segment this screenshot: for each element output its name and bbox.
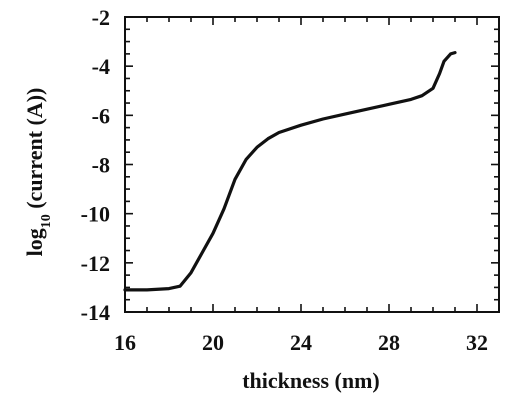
y-tick-label: -4 <box>92 54 110 79</box>
series-line <box>123 50 457 292</box>
y-tick-label: -12 <box>81 251 110 276</box>
x-tick-label: 32 <box>466 330 488 355</box>
x-tick-label: 16 <box>114 330 136 355</box>
x-tick-label: 28 <box>378 330 400 355</box>
x-axis-label: thickness (nm) <box>242 368 380 393</box>
tick-marks <box>124 16 500 313</box>
y-axis-label-main: log <box>22 228 47 256</box>
y-axis-label-rest: (current (A)) <box>22 88 47 215</box>
y-axis-label-subscript: 10 <box>39 214 54 228</box>
x-tick-label: 20 <box>202 330 224 355</box>
y-tick-label: -10 <box>81 202 110 227</box>
y-tick-label: -2 <box>92 5 110 30</box>
x-tick-labels: 16 20 24 28 32 <box>114 330 488 355</box>
y-tick-label: -14 <box>81 300 110 325</box>
y-tick-labels: -14 -12 -10 -8 -6 -4 -2 <box>81 5 110 325</box>
y-tick-label: -6 <box>92 103 110 128</box>
series-group <box>123 50 457 292</box>
x-tick-label: 24 <box>290 330 312 355</box>
y-tick-label: -8 <box>92 153 110 178</box>
y-axis-label: log10 (current (A)) <box>22 88 54 257</box>
